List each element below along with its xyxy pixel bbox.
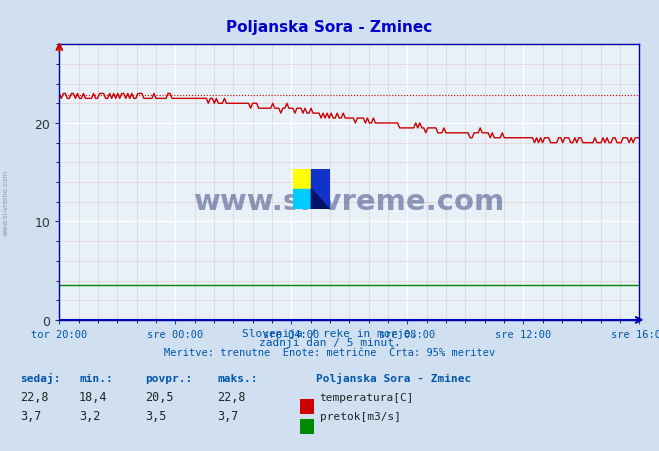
Text: Slovenija / reke in morje.: Slovenija / reke in morje. [242,328,417,338]
Text: 3,7: 3,7 [20,410,41,423]
Text: Poljanska Sora - Zminec: Poljanska Sora - Zminec [227,20,432,35]
Text: temperatura[C]: temperatura[C] [320,392,414,402]
Text: www.si-vreme.com: www.si-vreme.com [194,188,505,216]
Text: 22,8: 22,8 [217,390,246,403]
Bar [312,169,330,210]
Text: 3,5: 3,5 [145,410,166,423]
Text: min.:: min.: [79,373,113,383]
Bar [293,189,312,210]
Text: 22,8: 22,8 [20,390,48,403]
Text: 3,7: 3,7 [217,410,239,423]
Text: 20,5: 20,5 [145,390,173,403]
Text: sedaj:: sedaj: [20,372,60,383]
Text: povpr.:: povpr.: [145,373,192,383]
Text: maks.:: maks.: [217,373,258,383]
Text: pretok[m3/s]: pretok[m3/s] [320,411,401,421]
Text: 18,4: 18,4 [79,390,107,403]
Text: Poljanska Sora - Zminec: Poljanska Sora - Zminec [316,372,472,383]
Text: zadnji dan / 5 minut.: zadnji dan / 5 minut. [258,337,401,347]
Text: Meritve: trenutne  Enote: metrične  Črta: 95% meritev: Meritve: trenutne Enote: metrične Črta: … [164,347,495,357]
Bar [293,169,312,189]
Text: 3,2: 3,2 [79,410,100,423]
Polygon shape [312,189,330,210]
Text: www.si-vreme.com: www.si-vreme.com [2,170,9,236]
